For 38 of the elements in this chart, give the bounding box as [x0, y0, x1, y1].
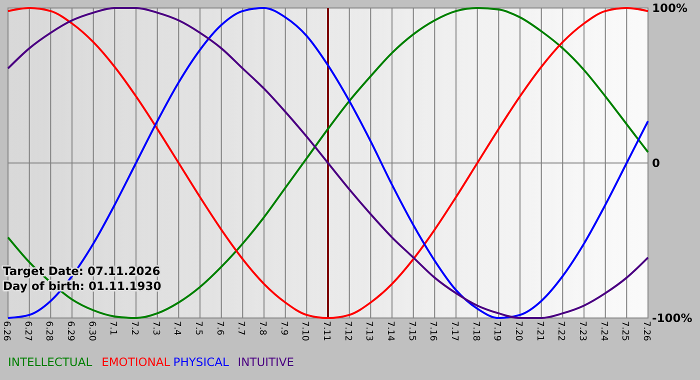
x-tick-label: 7.4: [172, 321, 182, 336]
x-tick-label: 7.22: [556, 321, 566, 342]
text: EMOTIONAL: [102, 355, 171, 369]
x-tick-label: 7.21: [534, 321, 544, 342]
x-tick-label: 7.14: [385, 321, 395, 342]
x-tick-label: 7.5: [193, 321, 203, 336]
x-tick-label: 7.19: [492, 321, 502, 342]
x-tick-label: 7.11: [321, 321, 331, 342]
x-tick-label: 6.27: [22, 321, 32, 342]
x-tick-label: 7.16: [428, 321, 438, 342]
x-tick-label: 6.28: [44, 321, 54, 342]
y-tick-label: 0: [652, 156, 660, 170]
x-tick-label: 7.20: [513, 321, 523, 342]
x-tick-label: 7.17: [449, 321, 459, 342]
x-tick-label: 7.18: [470, 321, 480, 342]
x-tick-label: 7.9: [278, 321, 288, 336]
x-tick-label: 7.1: [108, 321, 118, 336]
x-tick-label: 7.6: [214, 321, 224, 336]
text: PHYSICAL: [173, 355, 230, 369]
x-tick-label: 7.10: [300, 321, 310, 342]
x-tick-label: 7.23: [577, 321, 587, 342]
y-tick-label: -100%: [652, 311, 693, 325]
x-tick-label: 7.2: [129, 321, 139, 336]
text: INTELLECTUAL: [8, 355, 93, 369]
x-tick-label: 7.24: [598, 321, 608, 342]
y-tick-label: 100%: [652, 1, 688, 15]
x-tick-label: 7.7: [236, 321, 246, 336]
x-tick-label: 7.15: [406, 321, 416, 342]
x-tick-label: 7.25: [620, 321, 630, 342]
text: INTUITIVE: [238, 355, 294, 369]
x-tick-label: 7.13: [364, 321, 374, 342]
x-tick-label: 6.26: [1, 321, 11, 342]
x-tick-label: 7.8: [257, 321, 267, 336]
x-tick-label: 7.26: [641, 321, 651, 342]
x-tick-label: 6.30: [86, 321, 96, 342]
x-tick-label: 7.12: [342, 321, 352, 342]
x-tick-label: 7.3: [150, 321, 160, 336]
x-tick-label: 6.29: [65, 321, 75, 342]
